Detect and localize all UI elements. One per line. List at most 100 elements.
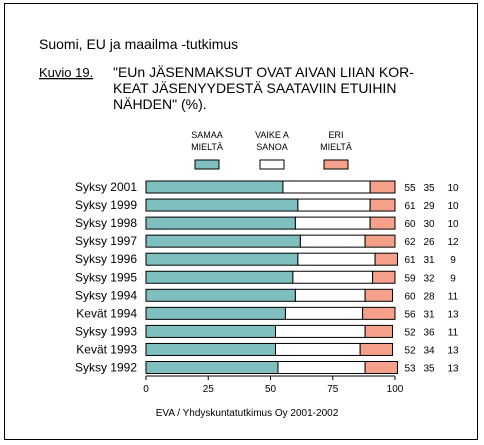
bar-segment [297, 252, 376, 266]
data-label: 30 [423, 219, 435, 230]
legend-label: ERI [328, 130, 343, 140]
data-label: 29 [423, 201, 435, 212]
bar-segment [145, 306, 286, 320]
category-label: Syksy 1995 [75, 270, 137, 284]
data-label: 60 [404, 291, 416, 302]
data-label: 52 [404, 345, 416, 356]
legend-label: MIELTÄ [320, 142, 352, 152]
bar-segment [299, 234, 366, 248]
x-tick-label: 0 [143, 384, 149, 395]
bar-segment [292, 270, 374, 284]
x-tick-label: 100 [387, 384, 404, 395]
bar-segment [359, 342, 394, 356]
bar-segment [294, 216, 371, 230]
source-note: EVA / Yhdyskuntatutkimus Oy 2001-2002 [156, 408, 339, 419]
data-label: 11 [448, 291, 459, 302]
plot-area: Syksy 2001 55 35 10 Syksy 1999 61 29 10 Syksy 19… [75, 180, 459, 375]
data-label: 31 [423, 255, 435, 266]
data-label: 10 [447, 183, 459, 194]
figure-frame: Suomi, EU ja maailma -tutkimus Kuvio 19.… [4, 3, 478, 440]
bar-segment [282, 180, 371, 194]
bar-segment [145, 252, 299, 266]
data-label: 61 [404, 201, 416, 212]
series-title: Suomi, EU ja maailma -tutkimus [39, 36, 238, 52]
bar-segment [145, 198, 299, 212]
data-label: 13 [447, 364, 459, 375]
legend-swatch [194, 159, 220, 170]
category-label: Kevät 1993 [76, 342, 137, 356]
data-label: 28 [423, 291, 435, 302]
data-label: 11 [448, 327, 459, 338]
bar-segment [369, 180, 396, 194]
bar-segment [374, 252, 398, 266]
data-label: 36 [423, 327, 435, 338]
data-label: 12 [447, 237, 459, 248]
bar-segment [145, 324, 276, 338]
data-label: 10 [447, 219, 459, 230]
legend-label: MIELTÄ [191, 142, 223, 152]
category-label: Syksy 1996 [75, 252, 137, 266]
bar-segment [369, 216, 396, 230]
data-label: 59 [404, 273, 416, 284]
category-label: Kevät 1994 [76, 306, 137, 320]
bar-segment [274, 324, 366, 338]
data-label: 52 [404, 327, 416, 338]
bar-segment [145, 216, 296, 230]
data-label: 55 [404, 183, 416, 194]
category-label: Syksy 1997 [75, 234, 137, 248]
x-tick-label: 25 [203, 384, 215, 395]
legend-swatch [323, 159, 349, 170]
legend-label: SAMAA [191, 130, 223, 140]
category-label: Syksy 1993 [75, 324, 137, 338]
legend-swatch [259, 159, 285, 170]
bar-segment [277, 361, 366, 374]
bar-segment [364, 361, 398, 374]
category-label: Syksy 1994 [75, 288, 137, 302]
data-label: 53 [404, 364, 416, 375]
figure-label: Kuvio 19. [39, 65, 93, 80]
data-label: 35 [423, 364, 435, 375]
data-label: 10 [447, 201, 459, 212]
bar-segment [294, 288, 366, 302]
data-label: 13 [447, 309, 459, 320]
x-axis: 0 25 50 75 100 [143, 375, 404, 395]
bar-segment [145, 342, 276, 356]
bar-segment [364, 234, 396, 248]
data-label: 34 [423, 345, 435, 356]
data-label: 62 [404, 237, 416, 248]
question-line-3: NÄHDEN" (%). [113, 96, 207, 112]
data-label: 61 [404, 255, 416, 266]
bar-segment [364, 288, 394, 302]
bar-segment [372, 270, 396, 284]
category-label: Syksy 1998 [75, 216, 137, 230]
bar-segment [284, 306, 364, 320]
bar-segment [145, 270, 294, 284]
bar-segment [145, 361, 279, 374]
data-label: 56 [404, 309, 416, 320]
bar-segment [362, 306, 396, 320]
data-label: 26 [423, 237, 435, 248]
legend: SAMAA MIELTÄ VAIKE A SANOA ERI MIELTÄ [191, 130, 352, 170]
question-line-1: "EUn JÄSENMAKSUT OVAT AIVAN LIIAN KOR- [113, 64, 414, 80]
data-label: 13 [447, 345, 459, 356]
bar-segment [145, 234, 301, 248]
category-label: Syksy 1999 [75, 198, 137, 212]
legend-label: VAIKE A [255, 130, 289, 140]
stacked-bar-chart: Suomi, EU ja maailma -tutkimus Kuvio 19.… [39, 36, 459, 419]
data-label: 31 [423, 309, 435, 320]
data-label: 9 [450, 255, 456, 266]
data-label: 32 [423, 273, 435, 284]
bar-segment [364, 324, 394, 338]
question-line-2: KEAT JÄSENYYDESTÄ SAATAVIIN ETUIHIN [113, 80, 396, 96]
data-label: 60 [404, 219, 416, 230]
legend-label: SANOA [256, 142, 288, 152]
x-tick-label: 75 [327, 384, 339, 395]
bar-segment [297, 198, 371, 212]
bar-segment [145, 180, 284, 194]
data-label: 35 [423, 183, 435, 194]
category-label: Syksy 2001 [75, 180, 137, 194]
x-tick-label: 50 [265, 384, 277, 395]
bar-segment [145, 288, 296, 302]
data-label: 9 [450, 273, 456, 284]
category-label: Syksy 1992 [75, 361, 137, 375]
